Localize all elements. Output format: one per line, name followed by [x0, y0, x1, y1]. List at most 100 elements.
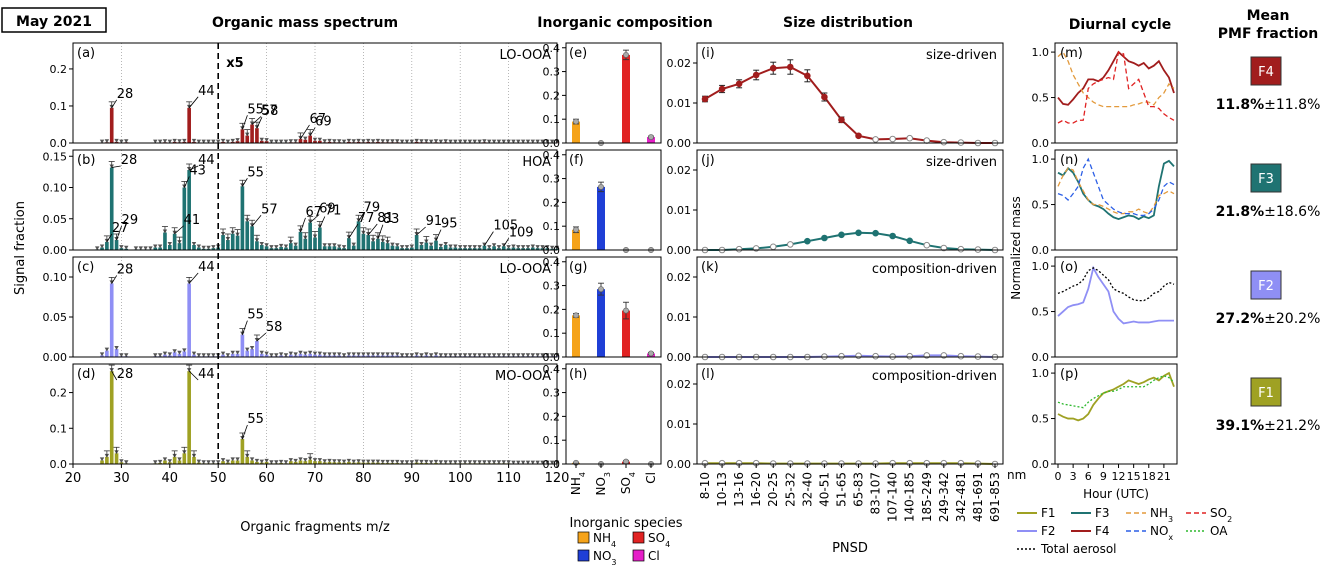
inorganic-legend-label-base: SO: [648, 531, 665, 545]
spectrum-bar: [448, 247, 453, 250]
spectrum-marker: [264, 458, 269, 463]
inorganic-legend-title: Inorganic species: [569, 516, 682, 531]
size-tick-label: 32-40: [800, 472, 814, 507]
peak-label-leader: [188, 165, 199, 171]
x-tick-label: 3: [1070, 470, 1077, 483]
inorganic-tick-label-base: SO: [619, 477, 633, 494]
y-tick-label: 0.02: [667, 378, 692, 391]
peak-label-71: 71: [325, 204, 342, 219]
size-marker: [769, 64, 777, 72]
pmf-sd: ±18.6%: [1264, 204, 1320, 220]
peak-label-leader: [309, 214, 320, 223]
spectrum-marker: [332, 352, 337, 357]
spectrum-marker: [337, 244, 342, 249]
spectrum-marker: [153, 244, 158, 249]
spectrum-bar: [187, 283, 191, 357]
diurnal-legend-label: F2: [1041, 524, 1056, 538]
spectrum-bar: [100, 247, 104, 250]
spectrum-bar: [177, 353, 182, 357]
spectrum-bar: [177, 243, 182, 250]
spectrum-marker: [201, 139, 206, 144]
spectrum-marker: [201, 460, 206, 465]
y-tick-label: 0.1: [543, 113, 561, 126]
panel-frame: [696, 149, 1004, 251]
peak-label-58: 58: [262, 104, 279, 119]
inorganic-tick-label: NO3: [594, 472, 612, 496]
spectrum-marker: [341, 245, 347, 250]
spectrum-bar: [293, 461, 298, 464]
spectrum-bar: [172, 352, 177, 357]
peak-label-leader: [116, 225, 122, 241]
size-tick-label: 481-691: [971, 472, 985, 522]
peak-label-leader: [300, 217, 306, 233]
spectrum-bar: [114, 240, 119, 250]
spectrum-bar: [347, 238, 351, 250]
spectrum-marker: [216, 460, 221, 465]
pmf-mean: 21.8%: [1216, 204, 1265, 220]
spectrum-marker: [419, 353, 424, 358]
spectrum-marker: [337, 459, 342, 464]
diurnal-line-nh3: [1057, 51, 1175, 108]
y-tick-label: 0.15: [43, 150, 68, 163]
spectrum-marker: [361, 459, 366, 464]
diurnal-legend-label-base: NO: [1150, 524, 1168, 538]
y-tick-label: 0.00: [667, 137, 692, 150]
size-tick-label: 16-20: [749, 472, 763, 507]
spectrum-bar: [245, 221, 250, 250]
x-tick-label: 20: [65, 471, 82, 486]
spectrum-bar: [114, 453, 119, 464]
spectrum-bar: [313, 140, 317, 143]
spectrum-marker: [428, 242, 434, 247]
spectrum-bar: [163, 232, 167, 250]
spectrum-marker: [143, 246, 148, 251]
y-tick-label: 0.05: [43, 311, 68, 324]
y-tick-label: 0.01: [667, 97, 692, 110]
spectrum-marker: [501, 460, 506, 465]
spectrum-marker: [549, 353, 555, 358]
spectrum-marker: [409, 353, 414, 358]
size-marker: [906, 134, 914, 142]
size-marker: [804, 72, 811, 80]
spectrum-marker: [375, 352, 381, 357]
inorganic-tick-label: Cl: [644, 472, 658, 484]
inorganic-bar-cl: [647, 137, 655, 143]
inorganic-legend-label: NH4: [593, 531, 616, 549]
panel-letter: (j): [701, 153, 715, 168]
spectrum-bar: [172, 233, 177, 250]
spectrum-marker: [167, 139, 172, 144]
size-marker: [923, 241, 931, 249]
y-tick-label: 0.01: [667, 311, 692, 324]
spectrum-marker: [312, 458, 318, 463]
spectrum-bar: [313, 354, 317, 357]
spectrum-marker: [211, 245, 216, 250]
pmf-sd: ±20.2%: [1264, 311, 1320, 327]
spectrum-marker: [293, 139, 298, 144]
y-tick-label: 0.0: [1032, 351, 1050, 364]
spectrum-marker: [506, 460, 511, 465]
spectrum-bar: [380, 241, 385, 250]
spectrum-marker: [395, 459, 400, 464]
spectrum-marker: [191, 242, 197, 246]
spectrum-marker: [274, 460, 279, 465]
spectrum-marker: [535, 353, 540, 358]
spectrum-bar: [327, 461, 332, 464]
inorganic-bar-nh4: [572, 229, 580, 250]
peak-label-leader: [256, 117, 263, 129]
inorganic-marker: [623, 307, 629, 314]
diurnal-legend-label: OA: [1210, 524, 1228, 538]
diurnal-legend-label-sub: x: [1168, 533, 1173, 542]
diurnal-legend-label-base: F3: [1095, 506, 1110, 520]
spectrum-marker: [496, 139, 502, 144]
spectrum-marker: [477, 139, 482, 144]
spectrum-marker: [157, 353, 163, 358]
spectrum-bar: [347, 461, 351, 464]
spectrum-marker: [211, 460, 216, 465]
size-marker: [718, 85, 726, 93]
y-tick-label: 0.2: [543, 410, 561, 423]
y-tick-label: 0.4: [543, 42, 561, 55]
spectrum-marker: [535, 245, 540, 250]
x-tick-label: 18: [1142, 470, 1156, 483]
inorganic-legend-label: Cl: [648, 549, 660, 563]
spectrum-marker: [254, 458, 260, 463]
spectrum-marker: [530, 139, 535, 144]
